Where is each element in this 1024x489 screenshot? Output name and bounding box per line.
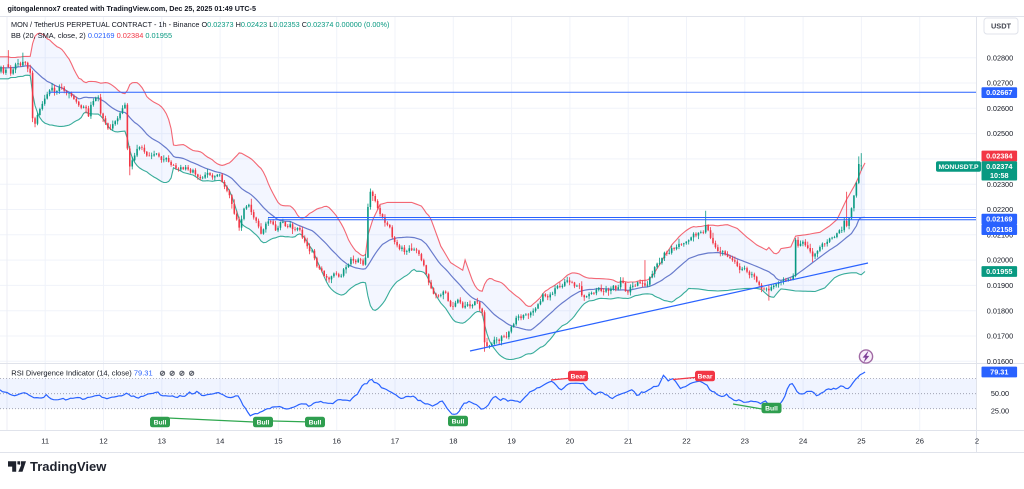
svg-text:79.31: 79.31 xyxy=(990,368,1008,377)
svg-text:0.02300: 0.02300 xyxy=(987,180,1013,189)
svg-text:0.02667: 0.02667 xyxy=(986,88,1012,97)
svg-text:Bear: Bear xyxy=(570,374,585,381)
svg-text:0.02158: 0.02158 xyxy=(986,225,1012,234)
svg-text:16: 16 xyxy=(332,436,340,445)
svg-text:Bull: Bull xyxy=(154,420,167,427)
svg-text:14: 14 xyxy=(216,436,224,445)
svg-text:Bull: Bull xyxy=(452,419,465,426)
svg-text:25: 25 xyxy=(857,436,865,445)
svg-text:0.02374: 0.02374 xyxy=(986,162,1013,171)
svg-text:gitongalennox7 created with Tr: gitongalennox7 created with TradingView.… xyxy=(8,4,256,13)
svg-text:12: 12 xyxy=(99,436,107,445)
svg-text:26: 26 xyxy=(915,436,923,445)
svg-text:RSI Divergence Indicator (14,: RSI Divergence Indicator (14, close) 79.… xyxy=(11,369,152,378)
svg-text:50.00: 50.00 xyxy=(991,389,1009,398)
svg-text:BB (20, SMA, close, 2) 0.02169: BB (20, SMA, close, 2) 0.02169 0.02384 0… xyxy=(11,31,172,40)
svg-text:0.01600: 0.01600 xyxy=(987,357,1013,366)
svg-text:0.02169: 0.02169 xyxy=(986,215,1012,224)
svg-text:0.02700: 0.02700 xyxy=(987,79,1013,88)
svg-text:2: 2 xyxy=(975,436,979,445)
svg-text:Bear: Bear xyxy=(697,374,712,381)
svg-text:0.01900: 0.01900 xyxy=(987,281,1013,290)
svg-text:0.02600: 0.02600 xyxy=(987,104,1013,113)
svg-text:22: 22 xyxy=(682,436,690,445)
svg-text:18: 18 xyxy=(449,436,457,445)
svg-text:0.01955: 0.01955 xyxy=(986,267,1012,276)
svg-text:19: 19 xyxy=(507,436,515,445)
svg-text:0.02000: 0.02000 xyxy=(987,256,1013,265)
svg-text:Bull: Bull xyxy=(257,420,270,427)
svg-text:0.02200: 0.02200 xyxy=(987,205,1013,214)
svg-text:0.02384: 0.02384 xyxy=(986,152,1013,161)
svg-text:25.00: 25.00 xyxy=(991,407,1009,416)
svg-text:MON / TetherUS PERPETUAL CONTR: MON / TetherUS PERPETUAL CONTRACT - 1h -… xyxy=(11,20,389,29)
svg-text:MONUSDT.P: MONUSDT.P xyxy=(938,164,978,171)
svg-text:0.01800: 0.01800 xyxy=(987,306,1013,315)
svg-text:15: 15 xyxy=(274,436,282,445)
svg-text:21: 21 xyxy=(624,436,632,445)
svg-text:Bull: Bull xyxy=(309,420,322,427)
svg-text:13: 13 xyxy=(158,436,166,445)
svg-text:Bull: Bull xyxy=(765,406,778,413)
svg-text:0.01700: 0.01700 xyxy=(987,332,1013,341)
svg-text:24: 24 xyxy=(799,436,807,445)
svg-text:23: 23 xyxy=(741,436,749,445)
svg-text:11: 11 xyxy=(41,436,49,445)
svg-text:0.02500: 0.02500 xyxy=(987,129,1013,138)
svg-text:TradingView: TradingView xyxy=(30,459,107,474)
svg-text:20: 20 xyxy=(566,436,574,445)
svg-text:10:58: 10:58 xyxy=(990,171,1009,180)
svg-text:0.02800: 0.02800 xyxy=(987,53,1013,62)
svg-text:USDT: USDT xyxy=(991,22,1012,31)
svg-text:17: 17 xyxy=(391,436,399,445)
